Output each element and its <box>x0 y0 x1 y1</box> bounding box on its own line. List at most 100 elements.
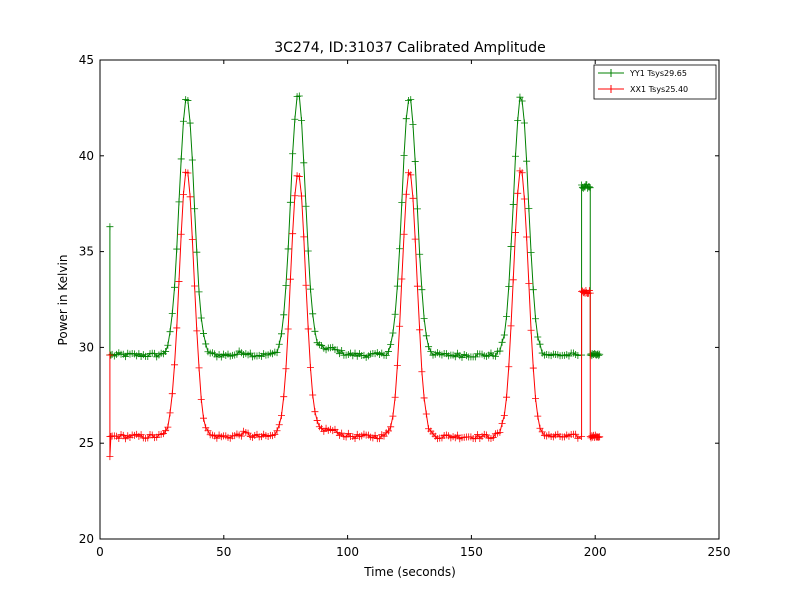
y-tick-label-3: 35 <box>79 245 94 259</box>
series-1-point-40 <box>188 235 196 243</box>
series-1-point-83 <box>284 325 292 333</box>
series-0-point-41 <box>191 205 199 213</box>
series-1-point-94 <box>309 391 317 399</box>
series-0-point-188 <box>518 97 526 105</box>
series-1-point-175 <box>489 434 497 442</box>
x-tick-label-3: 150 <box>460 545 483 559</box>
series-1-point-186 <box>514 189 522 197</box>
series-1-point-109 <box>342 433 350 441</box>
series-1-point-141 <box>413 282 421 290</box>
series-0-point-138 <box>407 96 415 104</box>
series-1-point-214 <box>578 432 586 440</box>
series-0 <box>106 92 604 361</box>
series-layer <box>106 92 604 461</box>
series-0-point-78 <box>273 349 281 357</box>
series-1-point-95 <box>311 408 319 416</box>
series-1-point-29 <box>164 423 172 431</box>
series-1-point-42 <box>193 327 201 335</box>
series-0-point-1 <box>106 223 114 231</box>
series-0-point-236 <box>595 352 603 360</box>
series-0-point-38 <box>184 97 192 105</box>
series-1-point-190 <box>523 233 531 241</box>
series-1-point-159 <box>454 431 462 439</box>
series-1-point-93 <box>306 363 314 371</box>
series-0-point-145 <box>422 332 430 340</box>
series-0-point-82 <box>282 282 290 290</box>
series-0-point-180 <box>500 331 508 339</box>
series-0-point-176 <box>491 352 499 360</box>
series-1-point-192 <box>527 326 535 334</box>
series-1-point-168 <box>474 431 482 439</box>
legend-marker-xx1 <box>607 85 615 93</box>
x-tick-label-5: 250 <box>708 545 731 559</box>
series-0-point-83 <box>284 245 292 253</box>
series-1-point-2 <box>106 453 114 461</box>
series-0-point-181 <box>503 312 511 320</box>
y-tick-label-0: 20 <box>79 532 94 546</box>
series-1-point-134 <box>398 275 406 283</box>
series-1-point-34 <box>175 277 183 285</box>
series-1-point-140 <box>411 235 419 243</box>
series-0-point-225 <box>586 184 594 192</box>
series-0-point-146 <box>425 343 433 351</box>
series-1-point-33 <box>173 324 181 332</box>
series-0-point-95 <box>311 327 319 335</box>
series-1-point-90 <box>300 233 308 241</box>
series-0-point-178 <box>496 347 504 355</box>
series-0-point-186 <box>514 117 522 125</box>
series-0-point-89 <box>298 117 306 125</box>
series-0-point-193 <box>529 286 537 294</box>
series-0-point-88 <box>295 92 303 100</box>
series-1-point-1 <box>106 351 114 359</box>
series-1-point-139 <box>409 194 417 202</box>
series-0-point-66 <box>246 349 254 357</box>
series-1-point-92 <box>304 325 312 333</box>
series-0-point-143 <box>418 286 426 294</box>
series-0-point-129 <box>387 340 395 348</box>
series-1-point-133 <box>396 322 404 330</box>
series-0-point-29 <box>164 341 172 349</box>
series-0-point-196 <box>536 340 544 348</box>
y-axis-label: Power in Kelvin <box>56 255 70 346</box>
series-0-point-191 <box>525 205 533 212</box>
series-0-point-190 <box>523 157 531 165</box>
series-1-point-41 <box>191 282 199 290</box>
series-1-point-142 <box>416 326 424 334</box>
legend-label-yy1: YY1 Tsys29.65 <box>629 69 687 78</box>
series-0-point-237 <box>596 350 604 358</box>
series-0-point-34 <box>175 198 183 206</box>
series-1-point-185 <box>511 228 519 236</box>
series-0-point-189 <box>520 119 528 127</box>
series-0-point-42 <box>193 248 201 256</box>
series-0-point-84 <box>286 198 294 206</box>
series-0-point-86 <box>291 115 299 123</box>
series-1-point-47 <box>204 427 212 435</box>
series-0-point-33 <box>173 245 181 253</box>
series-1-point-196 <box>536 424 544 432</box>
series-0-point-133 <box>396 245 404 253</box>
series-0-point-94 <box>309 310 317 318</box>
series-0-point-185 <box>511 152 519 160</box>
series-1-point-197 <box>538 428 546 436</box>
chart-title: 3C274, ID:31037 Calibrated Amplitude <box>274 40 545 56</box>
series-0-point-141 <box>413 205 421 213</box>
series-1-point-191 <box>525 279 533 287</box>
series-1-point-179 <box>498 419 506 427</box>
series-0-point-28 <box>162 347 170 355</box>
series-0-point-80 <box>277 330 285 338</box>
series-1-point-89 <box>298 192 306 200</box>
series-1-point-181 <box>503 393 511 401</box>
series-1-point-28 <box>162 427 170 435</box>
series-1-point-91 <box>302 281 310 289</box>
series-1-point-184 <box>509 276 517 284</box>
series-1 <box>106 167 604 461</box>
series-1-point-182 <box>505 363 513 371</box>
series-1-point-136 <box>402 190 410 198</box>
series-0-point-158 <box>451 353 459 361</box>
series-1-point-31 <box>168 390 176 398</box>
series-0-point-135 <box>400 151 408 159</box>
x-tick-label-0: 0 <box>96 545 104 559</box>
series-1-point-43 <box>195 364 203 372</box>
